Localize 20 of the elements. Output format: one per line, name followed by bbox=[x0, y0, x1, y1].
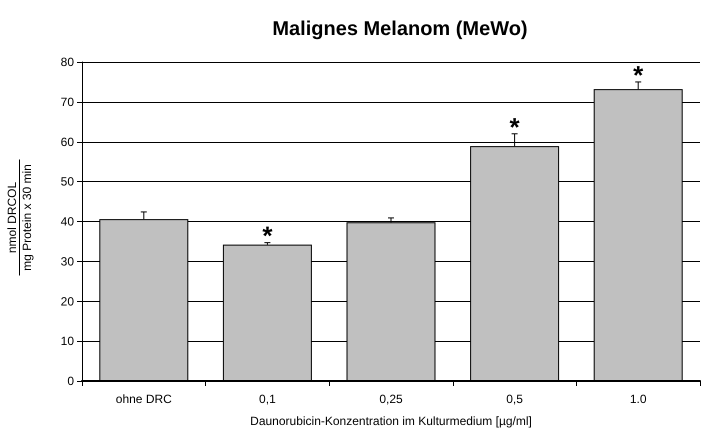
annotation: * bbox=[510, 112, 521, 142]
x-tick-label: 0,25 bbox=[379, 392, 403, 406]
y-tick-label: 70 bbox=[60, 94, 74, 109]
x-tick-label: 1.0 bbox=[630, 392, 647, 406]
y-tick-label: 20 bbox=[60, 294, 74, 308]
y-tick-label: 10 bbox=[60, 334, 74, 348]
y-tick-label: 60 bbox=[60, 134, 74, 149]
y-tick-label: 80 bbox=[60, 55, 74, 69]
x-tick-label: ohne DRC bbox=[116, 392, 172, 406]
chart-title: Malignes Melanom (MeWo) bbox=[272, 18, 528, 40]
y-tick-label: 40 bbox=[60, 214, 74, 228]
y-tick-label: 50 bbox=[60, 174, 74, 189]
x-axis-title: Daunorubicin-Konzentration im Kulturmedium [µg/ml] bbox=[250, 414, 532, 428]
annotation: * bbox=[262, 220, 274, 251]
y-tick-label: 30 bbox=[60, 254, 74, 268]
x-tick-label: 0,1 bbox=[259, 392, 276, 406]
annotation: * bbox=[633, 60, 644, 90]
x-tick-label: 0,5 bbox=[506, 392, 524, 406]
y-axis-title: nmol DRCOL mg Protein x 30 min bbox=[5, 164, 34, 271]
y-tick-label: 0 bbox=[67, 374, 74, 388]
